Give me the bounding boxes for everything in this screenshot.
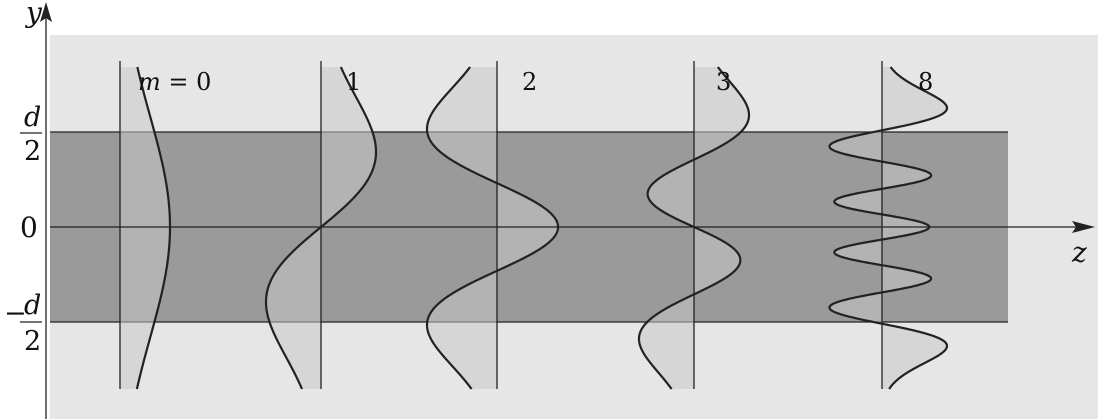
mode-label-1: 1 — [346, 68, 361, 96]
tick-bottom-sign: − — [4, 298, 27, 329]
mode-8-curve — [828, 66, 949, 390]
y-axis-arrow — [40, 2, 52, 22]
z-axis-label: z — [1071, 236, 1087, 269]
y-axis-label: y — [24, 0, 43, 29]
tick-bottom-numerator: d — [24, 290, 41, 321]
mode-3-curve — [637, 66, 751, 390]
z-axis-arrow — [1072, 221, 1095, 233]
mode-label-2: 2 — [522, 68, 537, 96]
mode-1-curve — [264, 66, 378, 390]
mode-2-fill — [427, 67, 559, 389]
mode-label-8: 8 — [918, 68, 933, 96]
mode-label-3: 3 — [716, 68, 731, 96]
mode-2-curve — [425, 66, 560, 390]
mode-0-curve — [135, 66, 172, 390]
mode-8-fill — [829, 67, 947, 389]
tick-bottom-denominator: 2 — [24, 326, 41, 357]
tick-top-denominator: 2 — [24, 136, 41, 167]
tick-top-numerator: d — [24, 102, 41, 133]
mode-label-0: m = 0 — [138, 68, 211, 96]
tick-zero: 0 — [20, 211, 38, 244]
mode-profiles: m = 0 1 2 3 8 — [119, 61, 949, 390]
